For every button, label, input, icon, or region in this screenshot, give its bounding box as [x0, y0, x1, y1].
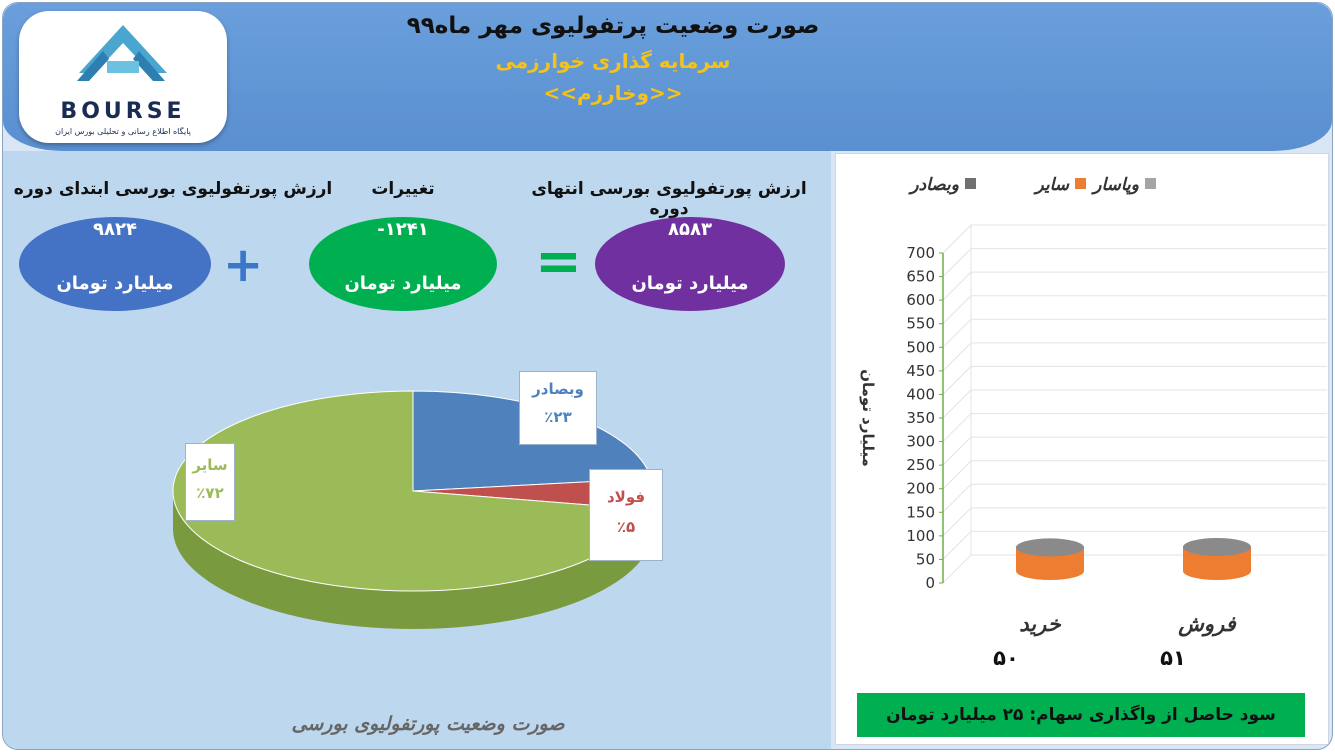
pie-slice-2: [172, 390, 650, 592]
grid-diag-9: [942, 342, 972, 372]
category-label-1: فروش: [1177, 612, 1236, 637]
pie-label-foolad-value: ٪۵: [616, 518, 636, 536]
y-tick-label-10: 500: [906, 338, 935, 356]
profit-note: سود حاصل از واگذاری سهام: ۲۵ میلیارد توم…: [857, 693, 1305, 737]
company-name: سرمایه گذاری خوارزمی: [495, 49, 731, 73]
logo-mark-icon: [77, 25, 167, 81]
pie-label-foolad: فولاد ٪۵: [589, 469, 663, 561]
start-value-label: ارزش پورتفولیوی بورسی ابتدای دوره: [13, 179, 333, 199]
change-value-oval: -۱۲۴۱ میلیارد تومان: [309, 217, 497, 311]
grid-diag-4: [942, 460, 972, 490]
end-value-oval: ۸۵۸۳ میلیارد تومان: [595, 217, 785, 311]
end-value: ۸۵۸۳: [668, 219, 712, 240]
grid-diag-2: [942, 507, 972, 537]
pie-label-vbsader-name: وبصادر: [532, 380, 584, 398]
y-tick-label-3: 150: [906, 503, 935, 521]
end-value-label: ارزش پورتفولیوی بورسی انتهای دوره: [531, 179, 807, 219]
category-value-1: ۵۱: [1160, 646, 1186, 670]
bar-chart: وبصادر سایر وپاسار 0 50 100 150 200 250 300 350 400…: [859, 175, 1327, 670]
y-tick-label-0: 0: [925, 574, 935, 592]
pie-label-foolad-name: فولاد: [606, 488, 646, 506]
change-value: -۱۲۴۱: [377, 219, 429, 240]
grid-diag-5: [942, 436, 972, 466]
pie-side-2: [173, 491, 649, 629]
grid-diag-6: [942, 413, 972, 442]
end-value-unit: میلیارد تومان: [631, 273, 749, 294]
y-axis-label: میلیارد تومان: [859, 369, 877, 467]
legend-label-2: وپاسار: [1090, 175, 1139, 195]
bourse-logo: BOURSE پایگاه اطلاع رسانی و تحلیلی بورس …: [19, 11, 227, 143]
y-tick-label-7: 350: [906, 409, 935, 427]
logo-word: BOURSE: [60, 99, 186, 124]
company-symbol: <<وخارزم>>: [543, 81, 683, 105]
pie-label-vbsader: وبصادر ٪۲۳: [519, 371, 597, 445]
y-tick-label-5: 250: [906, 456, 935, 474]
bar-chart-panel: [835, 153, 1329, 745]
pie-label-vbsader-value: ٪۲۳: [544, 408, 572, 426]
legend-label-1: سایر: [1032, 175, 1069, 195]
y-tick-label-14: 700: [906, 244, 935, 262]
plus-sign-icon: +: [223, 237, 264, 293]
logo-subtitle: پایگاه اطلاع رسانی و تحلیلی بورس ایران: [55, 127, 191, 136]
page-title: صورت وضعیت پرتفولیوی مهر ماه۹۹: [406, 13, 820, 39]
grid-diag-10: [942, 318, 972, 348]
pie-chart-caption: صورت وضعیت پورتفولیوی بورسی: [291, 713, 565, 735]
grid-diag-7: [942, 389, 972, 419]
category-value-0: ۵۰: [993, 646, 1019, 670]
legend-label-0: وبصادر: [907, 175, 959, 195]
legend-swatch-2: [1145, 178, 1156, 189]
category-label-0: خرید: [1019, 612, 1061, 637]
grid-diag-11: [942, 295, 972, 325]
grid-diag-12: [942, 271, 972, 301]
grid-diag-3: [942, 483, 972, 513]
y-tick-label-4: 200: [906, 480, 935, 498]
y-tick-label-6: 300: [906, 433, 935, 451]
grid-diag-1: [942, 531, 972, 560]
start-value-oval: ۹۸۲۴ میلیارد تومان: [19, 217, 211, 311]
bar-0: [1016, 538, 1084, 580]
pie-label-sayer: سایر ٪۷۲: [185, 443, 235, 521]
pie-label-sayer-value: ٪۷۲: [196, 484, 224, 502]
y-tick-label-1: 50: [916, 550, 935, 568]
y-tick-label-9: 450: [906, 362, 935, 380]
legend-swatch-1: [1075, 178, 1086, 189]
grid-diag-14: [942, 224, 972, 254]
grid-diag-0: [942, 554, 972, 584]
pie-label-sayer-name: سایر: [192, 456, 228, 474]
start-value-unit: میلیارد تومان: [56, 273, 174, 294]
y-tick-label-13: 650: [906, 268, 935, 286]
y-tick-label-2: 100: [906, 527, 935, 545]
grid-diag-8: [942, 366, 972, 395]
equals-sign-icon: =: [535, 229, 582, 294]
change-label: تغییرات: [371, 179, 435, 199]
legend-swatch-0: [965, 178, 976, 189]
y-tick-label-8: 400: [906, 385, 935, 403]
y-tick-label-11: 550: [906, 315, 935, 333]
change-value-unit: میلیارد تومان: [344, 273, 462, 294]
start-value: ۹۸۲۴: [93, 219, 137, 240]
y-tick-label-12: 600: [906, 291, 935, 309]
grid-diag-13: [942, 248, 972, 277]
bar-1: [1183, 537, 1251, 580]
